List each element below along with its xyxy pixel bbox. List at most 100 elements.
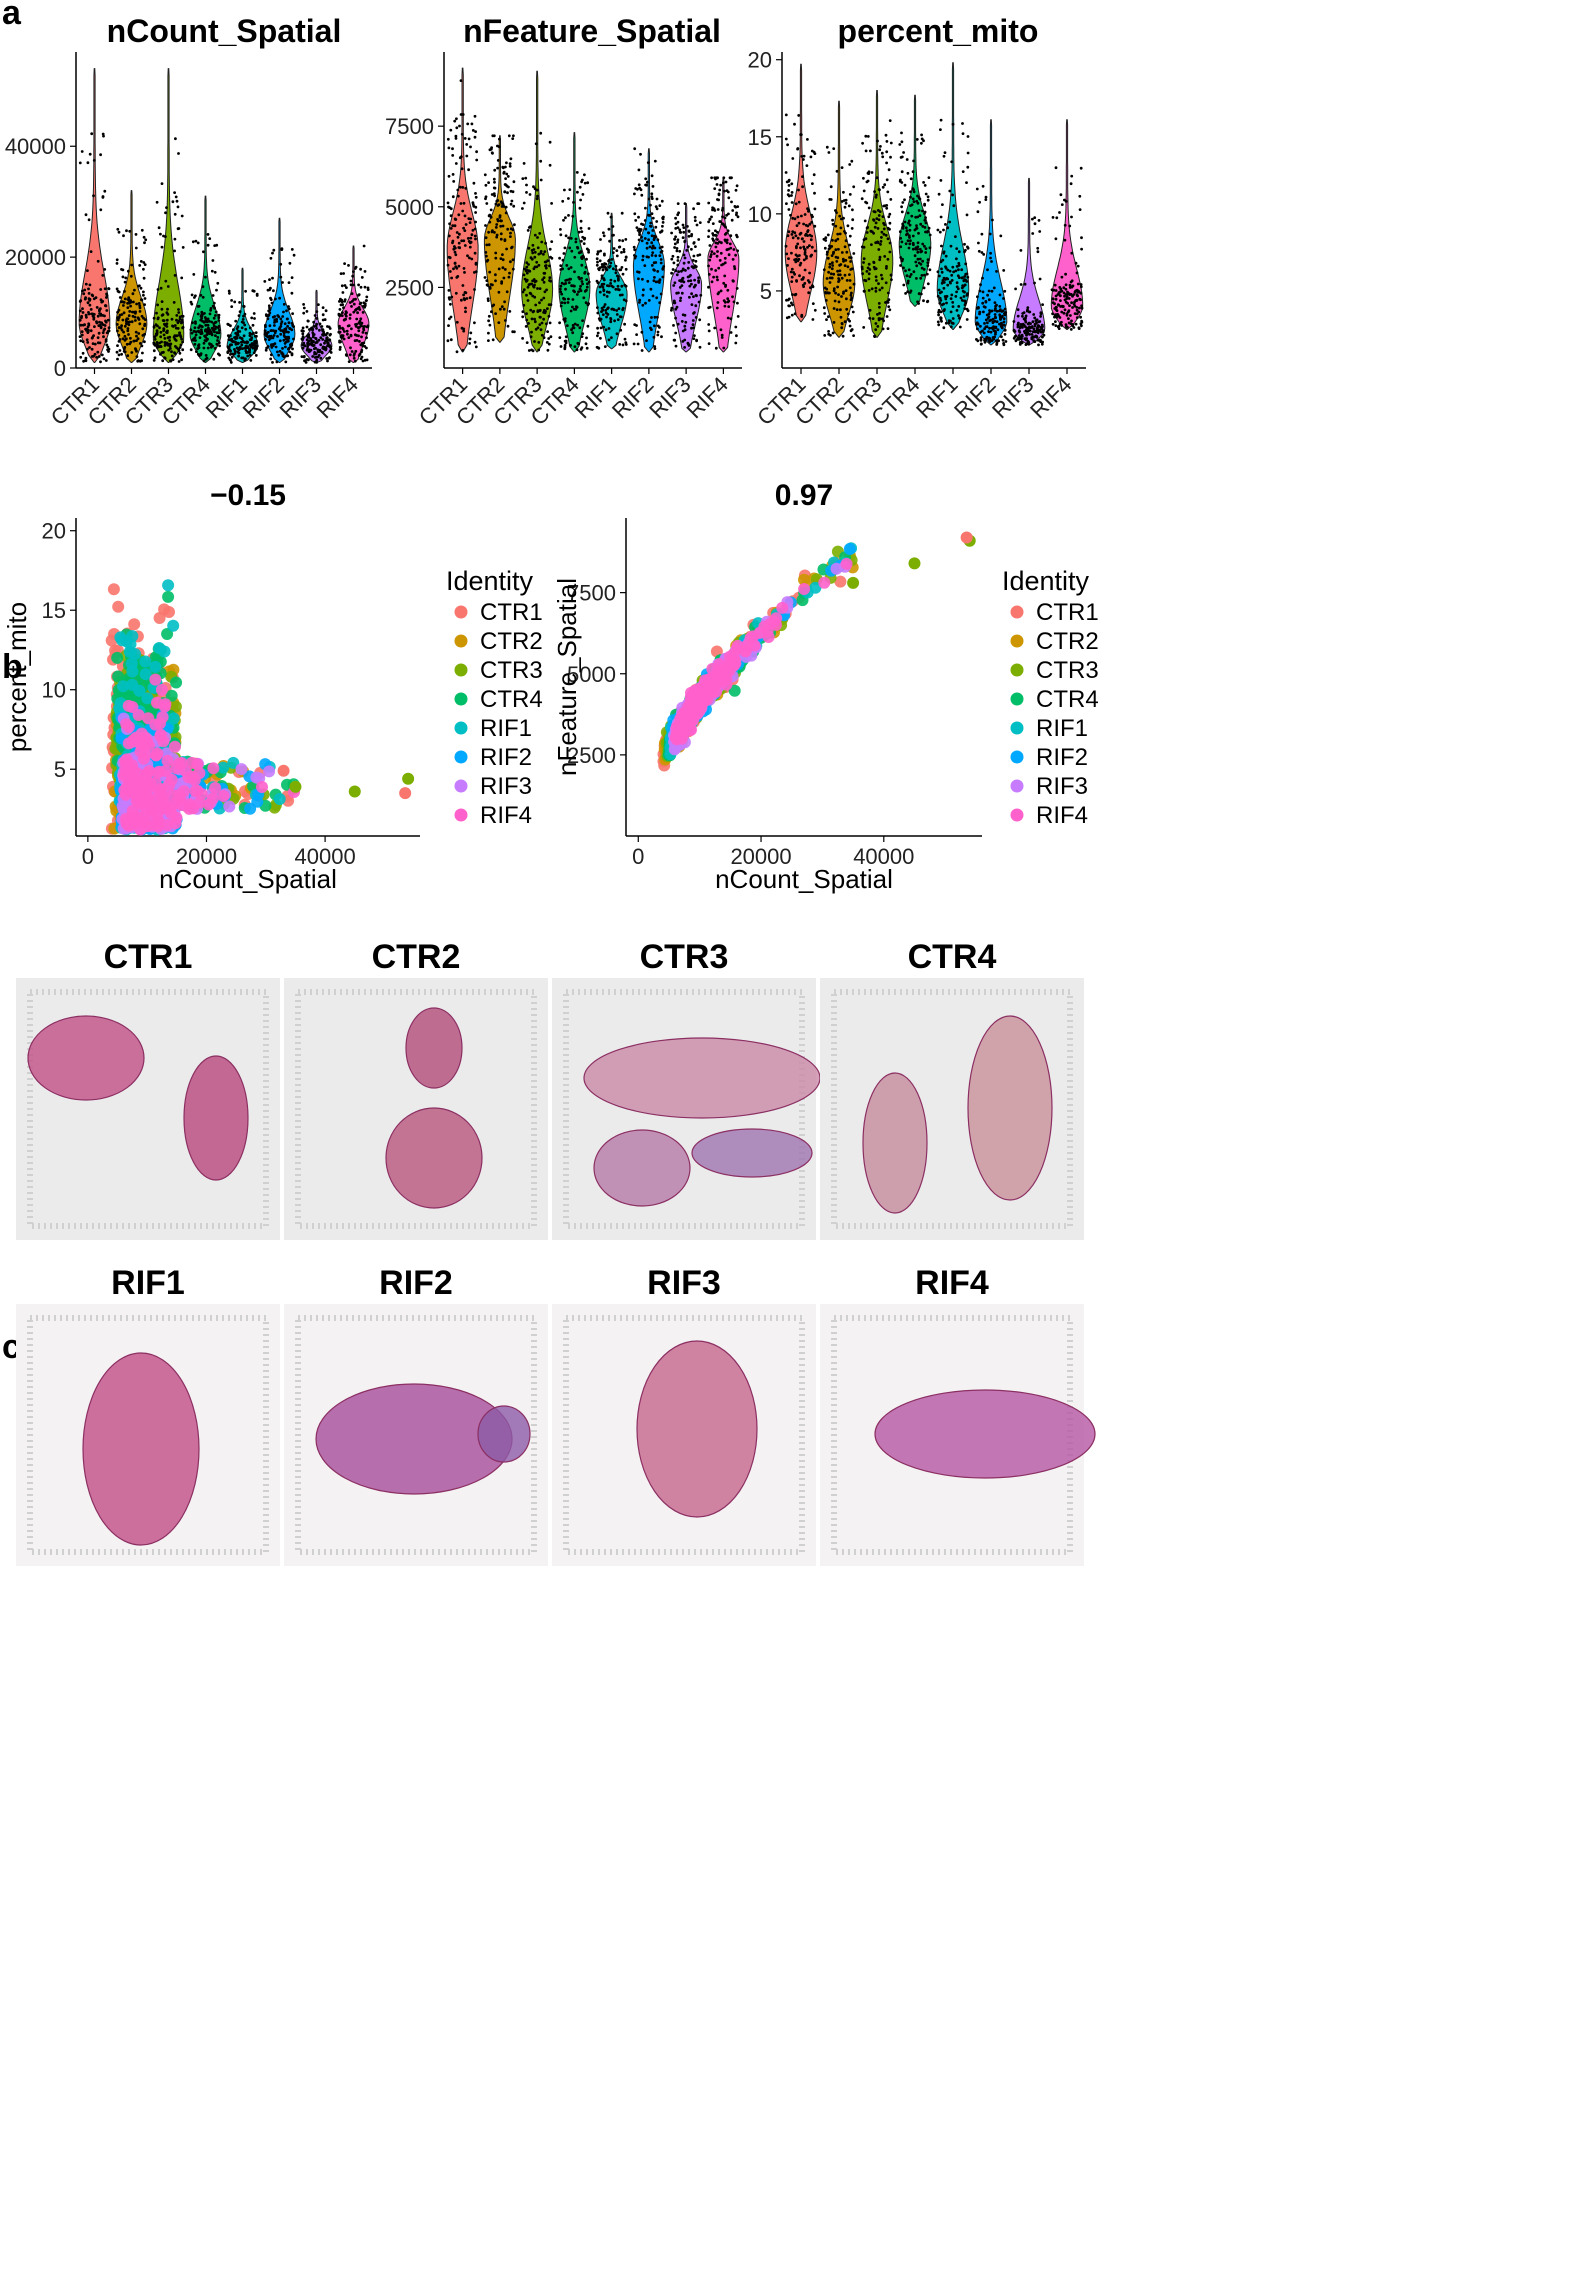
violin-title: percent_mito xyxy=(838,13,1039,49)
tissue-section xyxy=(27,1015,145,1101)
violin-RIF2 xyxy=(974,119,1008,346)
legend-swatch-CTR1 xyxy=(454,605,468,619)
legend-swatch-CTR3 xyxy=(454,663,468,677)
legend-swatch-RIF2 xyxy=(1010,750,1024,764)
x-tick-label: 20000 xyxy=(176,844,237,869)
tissue-title-RIF2: RIF2 xyxy=(379,1264,453,1302)
legend-title: Identity xyxy=(446,566,534,596)
legend-swatch-CTR2 xyxy=(1010,634,1024,648)
tissue-RIF3: RIF3 xyxy=(552,1264,816,1566)
scatter-points xyxy=(105,579,415,836)
legend-label-CTR4: CTR4 xyxy=(480,686,543,713)
violin-CTR4 xyxy=(189,195,222,363)
tissue-section xyxy=(636,1340,758,1518)
legend-swatch-CTR3 xyxy=(1010,663,1024,677)
tissue-panels: CTR1 CTR2 CTR3 CTR4 RIF1 RIF2 RIF3 RIF4 xyxy=(16,938,1096,1566)
scatter-panel-2: 0.97 2500 5000 7500 0 20000 40000nCount_Spatia… xyxy=(552,479,1099,894)
tissue-CTR2: CTR2 xyxy=(284,938,548,1240)
violin-points-CTR1 xyxy=(78,132,111,364)
x-tick-label-RIF3: RIF3 xyxy=(987,372,1038,423)
tissue-section xyxy=(874,1389,1096,1479)
slide-dot-border xyxy=(563,1315,805,1555)
legend-label-RIF4: RIF4 xyxy=(480,802,532,829)
scatter-points xyxy=(657,531,976,772)
legend-label-RIF1: RIF1 xyxy=(480,715,532,742)
slide-dot-border xyxy=(831,989,1073,1229)
legend-swatch-RIF4 xyxy=(454,808,468,822)
y-tick-label: 7500 xyxy=(385,114,434,139)
violin-points-RIF4 xyxy=(1050,166,1084,331)
violin-points-CTR4 xyxy=(898,131,932,305)
y-axis-label: nFeature_Spatial xyxy=(552,578,582,776)
tissue-section xyxy=(593,1129,691,1207)
tissue-RIF1: RIF1 xyxy=(16,1264,280,1566)
legend-swatch-RIF3 xyxy=(454,779,468,793)
y-tick-label: 2500 xyxy=(567,743,616,768)
legend-label-RIF2: RIF2 xyxy=(1036,744,1088,771)
slide-dot-border xyxy=(563,989,805,1229)
scatter-title: −0.15 xyxy=(210,479,286,512)
violin-points-CTR3 xyxy=(860,119,893,338)
y-tick-label: 5000 xyxy=(385,195,434,220)
violin-points-RIF3 xyxy=(1012,216,1046,347)
legend-swatch-RIF3 xyxy=(1010,779,1024,793)
x-tick-label-RIF2: RIF2 xyxy=(607,372,658,423)
y-tick-label: 15 xyxy=(748,125,772,150)
legend-swatch-CTR4 xyxy=(1010,692,1024,706)
legend-label-CTR3: CTR3 xyxy=(1036,657,1099,684)
violin-points-CTR2 xyxy=(483,134,516,342)
violin-CTR3 xyxy=(860,90,894,338)
violin-points-RIF1 xyxy=(226,289,259,364)
y-tick-label: 5000 xyxy=(567,662,616,687)
legend-swatch-CTR1 xyxy=(1010,605,1024,619)
legend-label-RIF1: RIF1 xyxy=(1036,715,1088,742)
y-tick-label: 2500 xyxy=(385,275,434,300)
legend-label-CTR1: CTR1 xyxy=(1036,599,1099,626)
tissue-title-RIF3: RIF3 xyxy=(647,1264,721,1302)
violin-points-RIF4 xyxy=(707,176,740,350)
x-tick-label: 0 xyxy=(82,844,94,869)
violin-panel-1: nCount_Spatial02000040000CTR1CTR2CTR3CTR… xyxy=(5,13,372,430)
tissue-section xyxy=(583,1037,821,1119)
violin-RIF2 xyxy=(632,148,665,353)
violin-CTR1 xyxy=(784,63,818,323)
tissue-section xyxy=(691,1128,813,1178)
violin-points-CTR2 xyxy=(115,227,148,363)
scatter-title: 0.97 xyxy=(775,479,833,512)
violin-panel-3: percent_mito5101520CTR1CTR2CTR3CTR4RIF1R… xyxy=(748,13,1086,430)
slide-dot-border xyxy=(831,1315,1073,1555)
y-tick-label: 10 xyxy=(42,678,66,703)
violin-points-RIF2 xyxy=(975,184,1008,347)
y-tick-label: 20000 xyxy=(5,245,66,270)
x-tick-label-RIF1: RIF1 xyxy=(570,372,621,423)
slide-dot-border xyxy=(27,989,269,1229)
legend-swatch-CTR4 xyxy=(454,692,468,706)
legend-label-RIF3: RIF3 xyxy=(1036,773,1088,800)
tissue-title-CTR3: CTR3 xyxy=(640,938,729,976)
legend-label-CTR2: CTR2 xyxy=(480,628,543,655)
violin-points-RIF3 xyxy=(670,202,703,349)
legend-label-RIF2: RIF2 xyxy=(480,744,532,771)
tissue-CTR4: CTR4 xyxy=(820,938,1084,1240)
tissue-RIF4: RIF4 xyxy=(820,1264,1096,1566)
violin-points-CTR4 xyxy=(558,171,591,352)
violin-points-RIF2 xyxy=(632,147,666,352)
x-tick-label: 0 xyxy=(632,844,644,869)
y-tick-label: 7500 xyxy=(567,581,616,606)
violin-points-RIF4 xyxy=(337,244,370,363)
x-tick-label-RIF4: RIF4 xyxy=(1025,372,1076,423)
violin-RIF4 xyxy=(1050,119,1084,330)
x-tick-label: 40000 xyxy=(295,844,356,869)
tissue-section xyxy=(385,1107,483,1209)
y-tick-label: 5 xyxy=(760,279,772,304)
tissue-title-CTR2: CTR2 xyxy=(372,938,461,976)
y-tick-label: 20 xyxy=(748,48,772,73)
violin-points-CTR1 xyxy=(784,113,817,321)
violin-panel-2: nFeature_Spatial250050007500CTR1CTR2CTR3… xyxy=(385,13,742,430)
tissue-section xyxy=(967,1015,1053,1201)
legend-swatch-RIF2 xyxy=(454,750,468,764)
y-tick-label: 15 xyxy=(42,598,66,623)
